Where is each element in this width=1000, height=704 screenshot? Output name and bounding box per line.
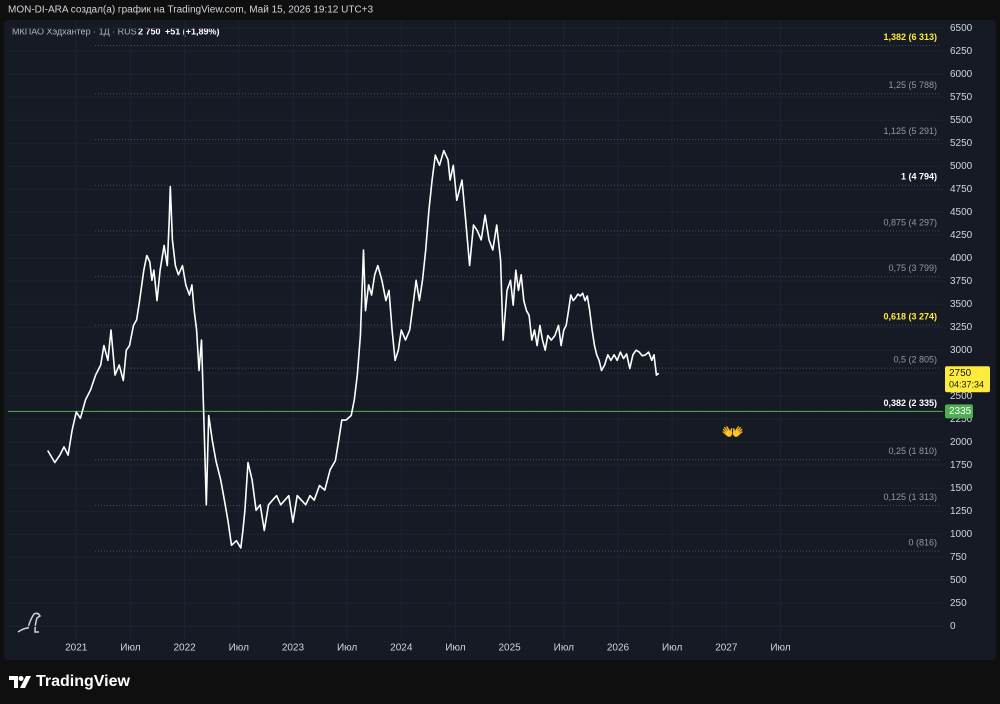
fib-level-label: 1 (4 794) [901, 172, 937, 182]
symbol-title: МКПАО Хэдхантер · 1Д · RUS [12, 26, 137, 36]
fib-level-label: 0,25 (1 810) [888, 446, 937, 456]
y-tick-label: 2250 [950, 414, 973, 425]
x-tick-label: Июл [662, 643, 682, 654]
y-tick-label: 5500 [950, 115, 973, 126]
fib-level-label: 0,875 (4 297) [883, 217, 937, 227]
y-tick-label: 4750 [950, 184, 973, 195]
y-tick-label: 4000 [950, 253, 973, 264]
x-tick-label: Июл [120, 643, 140, 654]
brand: TradingView [36, 673, 131, 690]
fib-level-label: 0 (816) [908, 538, 937, 548]
y-tick-label: 4250 [950, 230, 973, 241]
y-tick-label: 1750 [950, 460, 973, 471]
price-tag-label: 2750 [949, 368, 972, 379]
y-tick-label: 2000 [950, 437, 973, 448]
fib-level-label: 1,382 (6 313) [883, 32, 937, 42]
fib-level-label: 1,25 (5 788) [888, 80, 937, 90]
annotation-emoji: 👐 [722, 422, 744, 442]
hline-tag-label: 2335 [949, 406, 972, 417]
x-tick-label: 2021 [65, 643, 88, 654]
chart-panel [4, 20, 996, 660]
hline-tag [945, 404, 973, 419]
x-tick-label: 2022 [173, 643, 196, 654]
fib-level-label: 0,382 (2 335) [883, 398, 937, 408]
attribution: MON-DI-ARA создал(а) график на TradingVi… [8, 4, 374, 16]
x-tick-label: Июл [337, 643, 357, 654]
dino-icon [17, 612, 41, 633]
fib-level-label: 0,125 (1 313) [883, 492, 937, 502]
y-tick-label: 1500 [950, 483, 973, 494]
x-tick-label: Июл [229, 643, 249, 654]
y-tick-label: 6250 [950, 46, 973, 57]
x-tick-label: Июл [445, 643, 465, 654]
y-tick-label: 250 [950, 598, 967, 609]
y-tick-label: 1000 [950, 529, 973, 540]
fib-level-label: 0,618 (3 274) [883, 311, 937, 321]
x-tick-label: Июл [770, 643, 790, 654]
y-tick-label: 5750 [950, 92, 973, 103]
y-tick-label: 5000 [950, 161, 973, 172]
fib-level-label: 0,5 (2 805) [893, 355, 937, 365]
y-tick-label: 2500 [950, 391, 973, 402]
y-tick-label: 1250 [950, 506, 973, 517]
fib-level-label: 0,75 (3 799) [888, 263, 937, 273]
y-tick-label: 3250 [950, 322, 973, 333]
logo-mark [9, 676, 31, 688]
y-tick-label: 5250 [950, 138, 973, 149]
last-price: 2 750 [138, 26, 161, 36]
y-tick-label: 0 [950, 621, 956, 632]
x-tick-label: 2023 [282, 643, 305, 654]
tradingview-logo [9, 676, 31, 688]
x-tick-label: 2024 [390, 643, 413, 654]
y-tick-label: 3000 [950, 345, 973, 356]
y-tick-label: 750 [950, 552, 967, 563]
price-line [47, 149, 660, 549]
price-change: +51 (+1,89%) [165, 26, 220, 36]
fib-level-label: 1,125 (5 291) [883, 126, 937, 136]
y-tick-label: 3500 [950, 299, 973, 310]
y-tick-label: 6500 [950, 23, 973, 34]
price-tag [945, 366, 990, 393]
y-tick-label: 500 [950, 575, 967, 586]
y-tick-label: 4500 [950, 207, 973, 218]
x-tick-label: Июл [554, 643, 574, 654]
y-tick-label: 6000 [950, 69, 973, 80]
x-tick-label: 2027 [715, 643, 738, 654]
y-tick-label: 3750 [950, 276, 973, 287]
x-tick-label: 2025 [499, 643, 522, 654]
x-tick-label: 2026 [607, 643, 630, 654]
countdown: 04:37:34 [949, 380, 984, 390]
